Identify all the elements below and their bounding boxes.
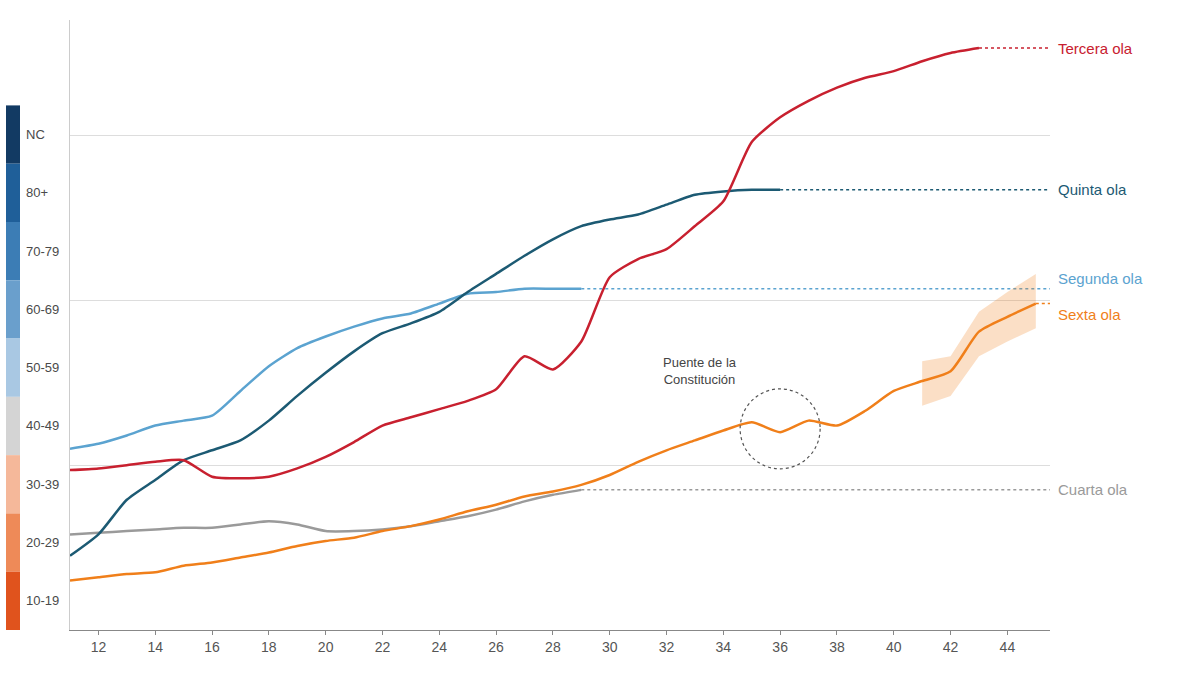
svg-text:38: 38 bbox=[829, 639, 845, 655]
svg-text:20-29: 20-29 bbox=[26, 535, 59, 550]
svg-text:Cuarta ola: Cuarta ola bbox=[1058, 481, 1128, 498]
svg-text:Segunda ola: Segunda ola bbox=[1058, 270, 1143, 287]
svg-text:34: 34 bbox=[716, 639, 732, 655]
svg-text:20: 20 bbox=[318, 639, 334, 655]
svg-text:44: 44 bbox=[1000, 639, 1016, 655]
svg-text:Sexta ola: Sexta ola bbox=[1058, 306, 1121, 323]
svg-text:50-59: 50-59 bbox=[26, 360, 59, 375]
svg-text:14: 14 bbox=[147, 639, 163, 655]
svg-text:70-79: 70-79 bbox=[26, 244, 59, 259]
svg-text:Puente de laConstitución: Puente de laConstitución bbox=[663, 355, 737, 387]
svg-text:16: 16 bbox=[204, 639, 220, 655]
svg-text:22: 22 bbox=[375, 639, 391, 655]
svg-text:Quinta ola: Quinta ola bbox=[1058, 181, 1127, 198]
svg-text:30-39: 30-39 bbox=[26, 477, 59, 492]
svg-text:Tercera ola: Tercera ola bbox=[1058, 40, 1133, 57]
svg-text:36: 36 bbox=[772, 639, 788, 655]
svg-text:40-49: 40-49 bbox=[26, 418, 59, 433]
svg-text:40: 40 bbox=[886, 639, 902, 655]
svg-text:60-69: 60-69 bbox=[26, 302, 59, 317]
svg-text:NC: NC bbox=[26, 127, 45, 142]
svg-text:80+: 80+ bbox=[26, 185, 48, 200]
svg-text:28: 28 bbox=[545, 639, 561, 655]
svg-text:12: 12 bbox=[91, 639, 107, 655]
svg-text:10-19: 10-19 bbox=[26, 593, 59, 608]
svg-text:30: 30 bbox=[602, 639, 618, 655]
svg-text:18: 18 bbox=[261, 639, 277, 655]
svg-text:24: 24 bbox=[431, 639, 447, 655]
svg-text:32: 32 bbox=[659, 639, 675, 655]
svg-text:42: 42 bbox=[943, 639, 959, 655]
svg-text:26: 26 bbox=[488, 639, 504, 655]
